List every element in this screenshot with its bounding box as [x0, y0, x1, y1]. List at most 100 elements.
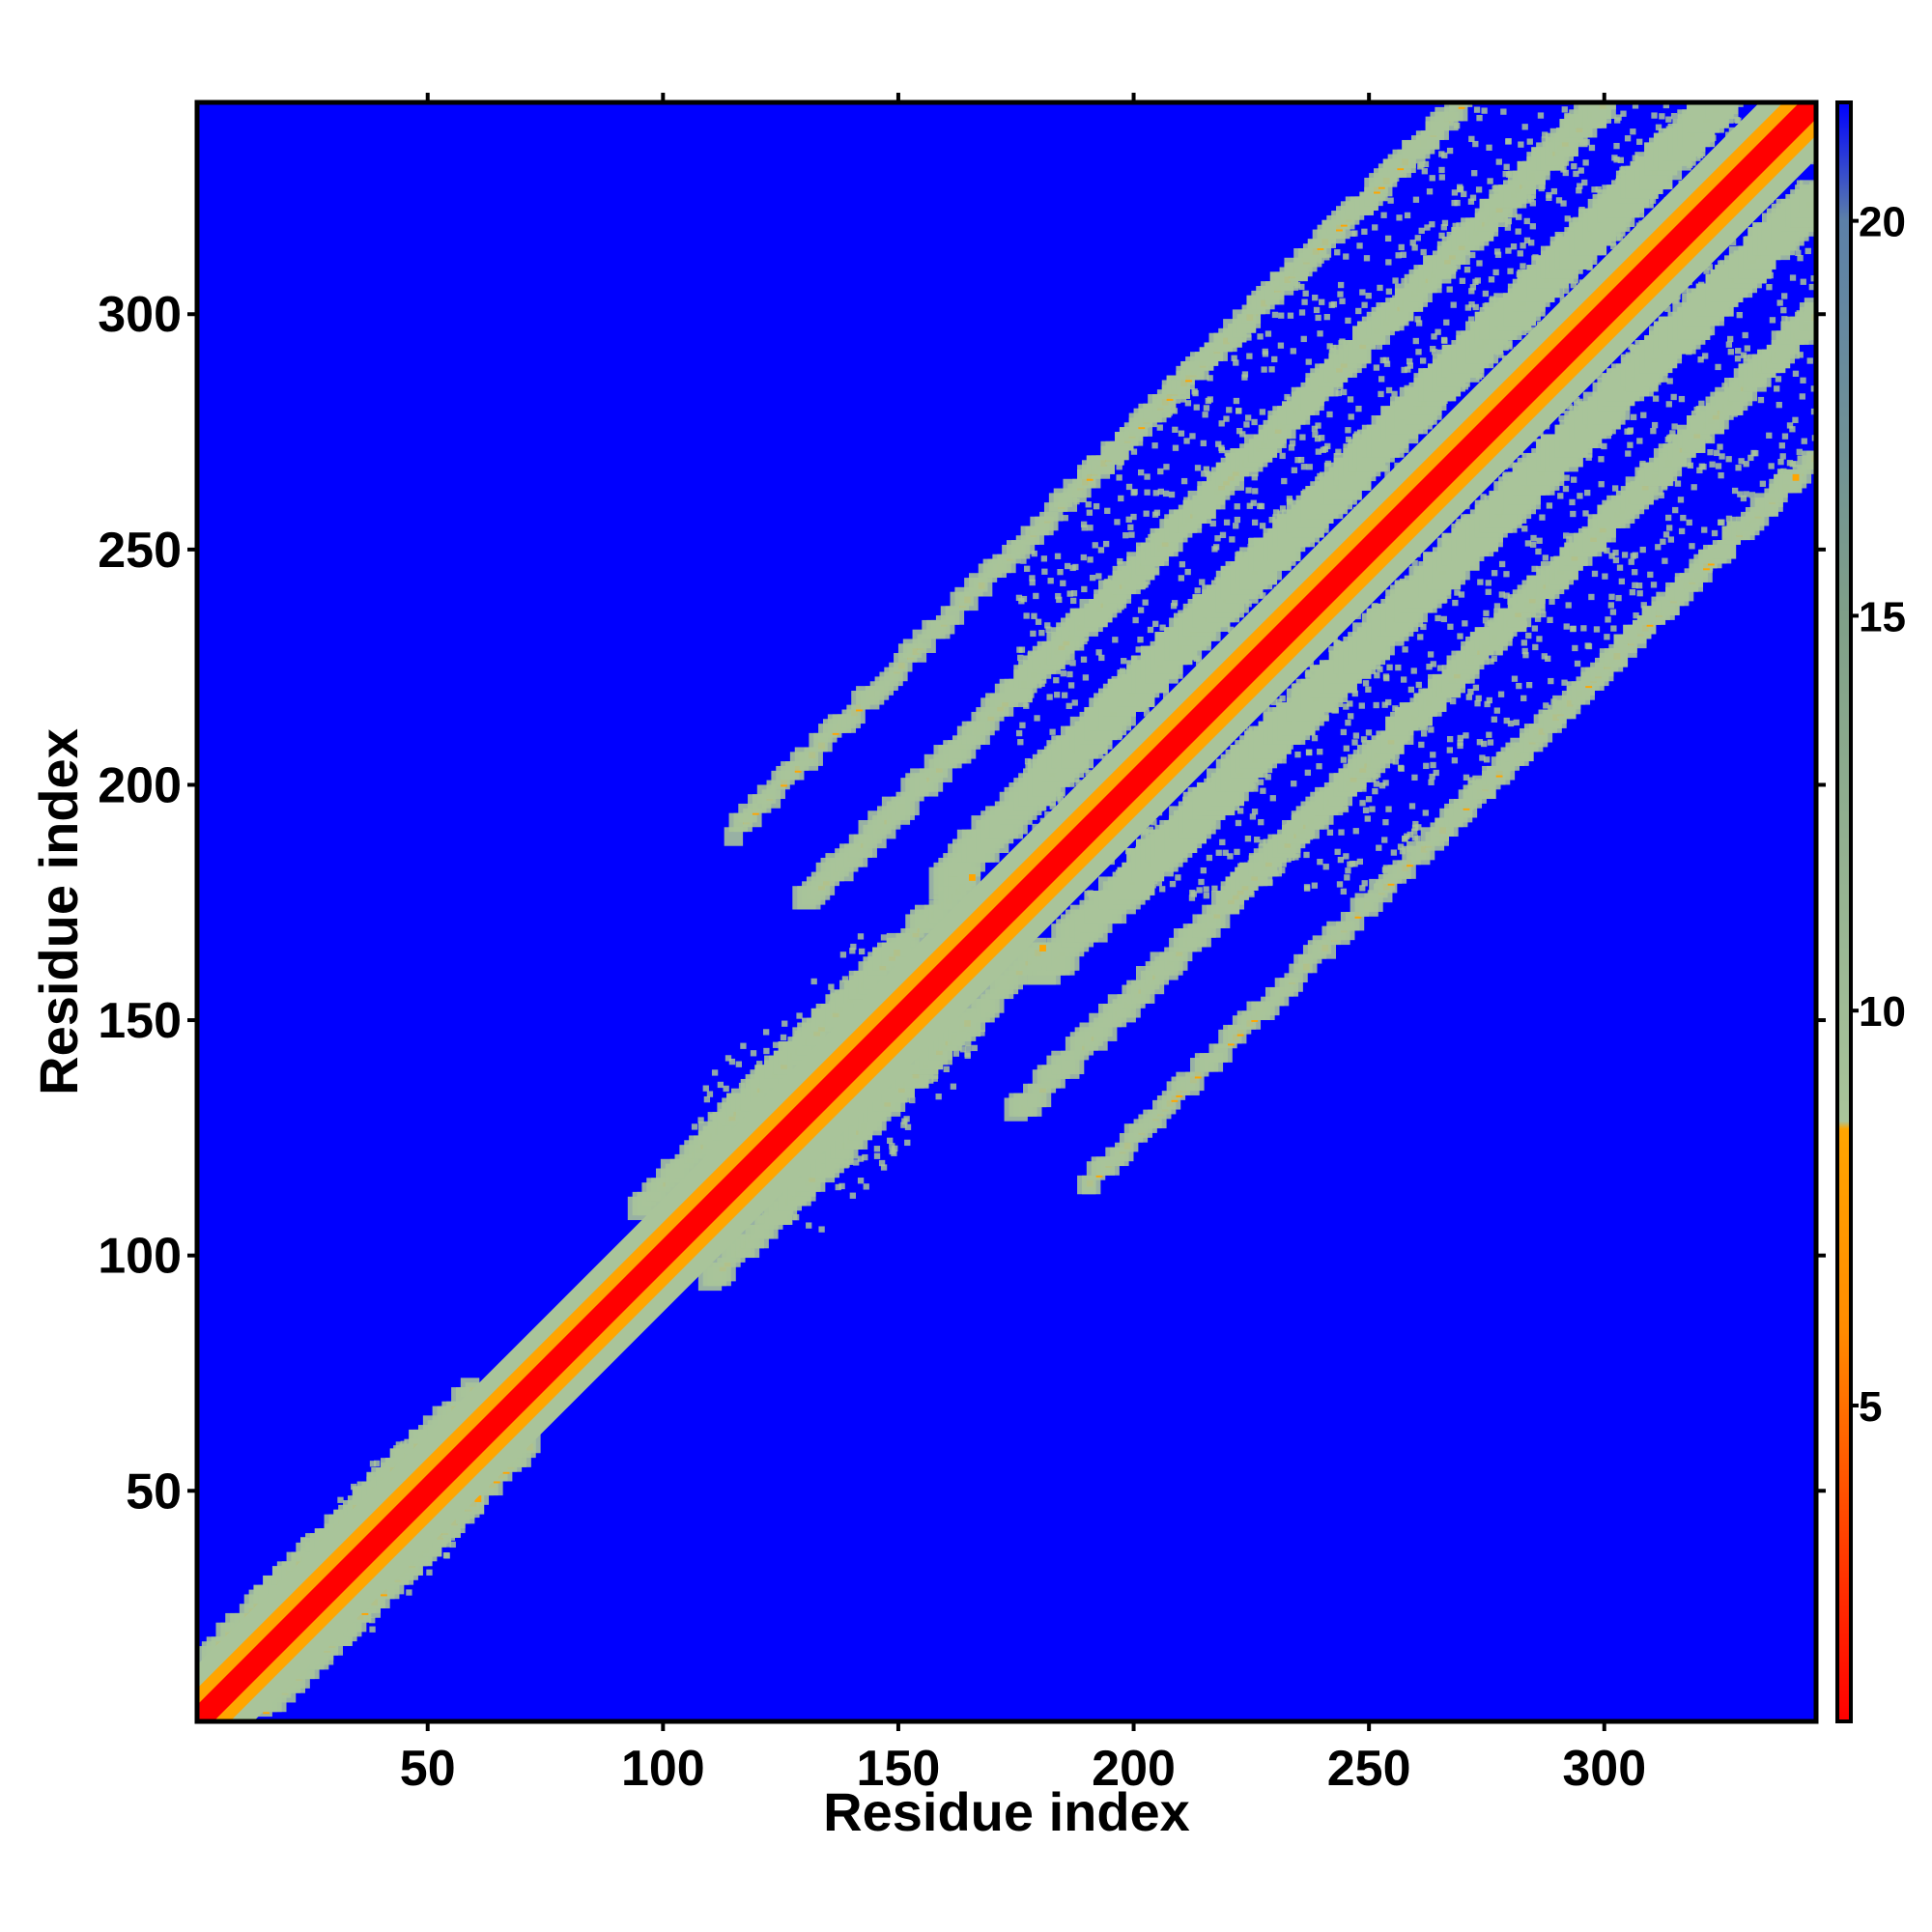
domain-contact-cell: [862, 1153, 868, 1161]
domain-contact-cell: [1476, 739, 1484, 746]
domain-contact-cell: [1200, 440, 1207, 447]
domain-contact-cell: [406, 1589, 412, 1596]
domain-contact-cell: [1484, 700, 1491, 708]
domain-contact-cell: [1570, 282, 1577, 289]
domain-contact-cell: [1116, 474, 1122, 481]
domain-contact-cell: [1454, 589, 1461, 596]
domain-contact-cell: [1315, 314, 1321, 322]
domain-contact-cell: [1711, 529, 1719, 537]
domain-contact-cell: [1033, 592, 1039, 600]
domain-contact-cell: [1633, 612, 1639, 619]
domain-contact-cell: [1029, 579, 1036, 586]
domain-contact-cell: [857, 933, 865, 940]
domain-contact-cell: [1205, 397, 1211, 405]
domain-contact-cell: [1241, 374, 1248, 381]
domain-contact-cell: [1415, 320, 1423, 327]
domain-contact-cell: [1486, 731, 1492, 738]
domain-contact-cell: [1223, 415, 1230, 422]
domain-contact-cell: [1565, 602, 1572, 609]
domain-contact-cell: [965, 1044, 972, 1052]
domain-contact-cell: [1530, 534, 1537, 542]
domain-contact-cell: [1446, 735, 1454, 743]
domain-contact-cell: [1673, 297, 1680, 303]
domain-contact-cell: [1529, 223, 1536, 230]
domain-contact-cell: [1061, 692, 1068, 698]
domain-contact-cell: [1497, 352, 1504, 358]
domain-contact-cell: [1349, 861, 1356, 867]
heatmap-plot-area: [197, 102, 1816, 1721]
domain-contact-cell: [1545, 655, 1551, 662]
domain-contact-cell: [1452, 222, 1459, 230]
domain-contact-cell: [1651, 112, 1658, 119]
domain-contact-cell: [1573, 170, 1579, 178]
domain-contact-cell: [1380, 212, 1387, 218]
domain-contact-cell: [1513, 719, 1520, 726]
domain-contact-cell: [1474, 277, 1481, 284]
domain-contact-cell: [1505, 247, 1512, 254]
domain-contact-cell: [1665, 116, 1672, 123]
domain-contact-cell: [1340, 756, 1348, 763]
domain-contact-cell: [1483, 756, 1491, 763]
domain-contact-cell: [1426, 664, 1433, 670]
domain-contact-cell: [1215, 849, 1222, 856]
domain-contact-cell: [1796, 448, 1803, 455]
domain-contact-cell: [1015, 729, 1023, 737]
domain-contact-cell: [1430, 761, 1436, 769]
domain-contact-cell: [1473, 106, 1481, 113]
domain-contact-cell: [1066, 670, 1073, 678]
domain-contact-cell: [1340, 728, 1348, 736]
domain-contact-cell: [1795, 249, 1802, 257]
domain-contact-cell: [1536, 636, 1543, 642]
domain-contact-cell: [1137, 637, 1144, 643]
domain-contact-cell: [1305, 358, 1312, 365]
domain-contact-cell: [1614, 117, 1621, 124]
domain-contact-cell: [1236, 428, 1243, 435]
domain-contact-cell: [1523, 217, 1530, 225]
domain-contact-cell: [1303, 885, 1311, 892]
domain-contact-cell: [1218, 420, 1225, 427]
domain-contact-cell: [1703, 268, 1710, 274]
domain-contact-cell: [1087, 525, 1094, 531]
domain-contact-cell: [1419, 357, 1427, 364]
domain-contact-cell: [1351, 690, 1358, 697]
domain-contact-cell: [1462, 620, 1468, 627]
domain-contact-cell: [1385, 259, 1392, 266]
domain-contact-cell: [1279, 505, 1287, 512]
domain-contact-cell: [1294, 457, 1301, 464]
domain-contact-cell: [1311, 425, 1319, 433]
domain-contact-cell: [1498, 560, 1506, 568]
domain-contact-cell: [1520, 263, 1526, 270]
domain-contact-cell: [1335, 448, 1342, 455]
domain-contact-cell: [1251, 809, 1259, 815]
domain-contact-cell: [1081, 585, 1088, 593]
domain-contact-cell: [1178, 575, 1184, 582]
domain-contact-cell: [1548, 677, 1554, 685]
domain-contact-cell: [697, 1117, 704, 1123]
domain-contact-cell: [1581, 179, 1588, 186]
domain-contact-cell: [1810, 157, 1816, 165]
domain-contact-cell: [1198, 878, 1205, 886]
domain-contact-cell: [1142, 599, 1149, 606]
domain-contact-cell: [1361, 880, 1368, 887]
domain-contact-cell: [1194, 465, 1202, 471]
domain-contact-cell: [1035, 618, 1042, 625]
domain-contact-cell: [1421, 168, 1428, 175]
domain-contact-cell: [1627, 427, 1634, 434]
domain-contact-cell: [1183, 438, 1190, 444]
domain-contact-cell: [1384, 235, 1392, 242]
domain-contact-cell: [373, 1460, 381, 1467]
domain-contact-cell: [1070, 597, 1077, 605]
domain-contact-cell: [1602, 573, 1608, 580]
domain-contact-cell: [1218, 446, 1226, 454]
domain-contact-cell: [1233, 359, 1239, 366]
domain-contact-cell: [1616, 564, 1624, 571]
domain-contact-cell: [1305, 749, 1313, 755]
domain-contact-cell: [1608, 553, 1615, 559]
domain-contact-cell: [1303, 851, 1310, 859]
domain-contact-cell: [901, 1118, 908, 1124]
domain-contact-cell: [818, 1226, 825, 1233]
domain-contact-cell: [889, 1143, 895, 1150]
domain-contact-cell: [1095, 649, 1102, 656]
domain-contact-cell: [1365, 293, 1372, 299]
domain-contact-cell: [1736, 311, 1743, 319]
